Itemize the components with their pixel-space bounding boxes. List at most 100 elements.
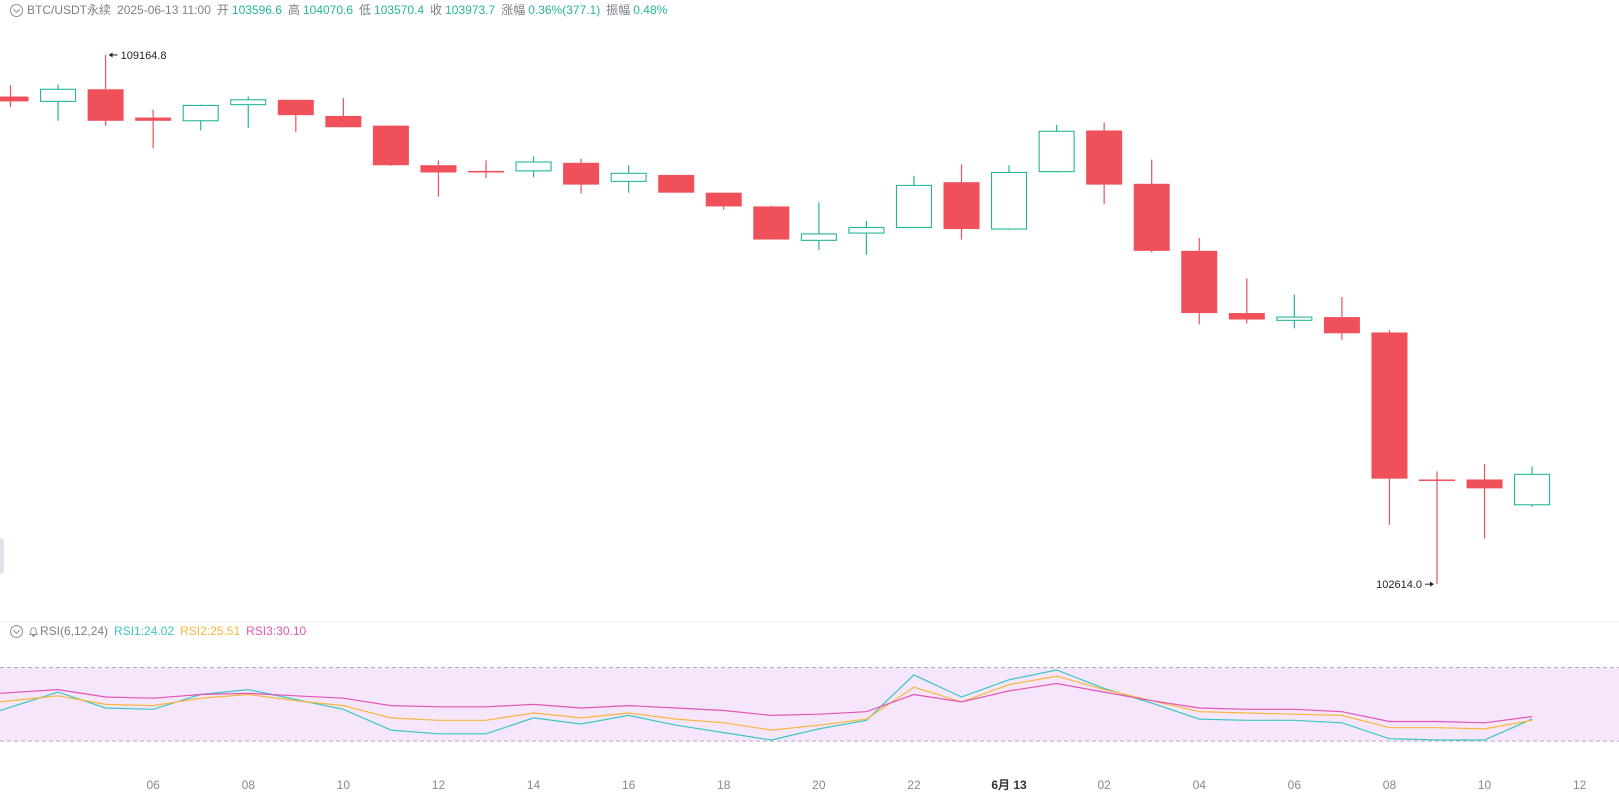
collapse-rsi-toggle-icon[interactable]: [10, 624, 23, 638]
candle-body: [800, 233, 837, 241]
candle-body: [325, 115, 362, 128]
candle[interactable]: [1038, 124, 1075, 173]
candle-body: [705, 192, 742, 207]
candle[interactable]: [420, 160, 457, 197]
extreme-price-label: 102614.0: [1376, 579, 1434, 591]
candle-body: [420, 165, 457, 173]
candle-body: [0, 96, 29, 102]
time-axis: 06 08 10 12 14 16 18 20 22 6月 13 02 04 06 08 10 12: [146, 778, 1586, 792]
candle-body: [1133, 183, 1170, 251]
candle[interactable]: [1514, 466, 1551, 507]
candle[interactable]: [1466, 464, 1503, 539]
rsi-indicator-name: RSI(6,12,24): [40, 624, 109, 638]
time-tick-label: 18: [717, 778, 731, 792]
candle-body: [610, 172, 647, 182]
candle[interactable]: [0, 85, 29, 108]
time-tick-label: 6月 13: [991, 778, 1027, 792]
candle[interactable]: [658, 174, 695, 193]
candle[interactable]: [182, 104, 219, 131]
close-value: 103973.7: [445, 3, 496, 17]
candle-body: [943, 182, 980, 230]
rsi-layer: [0, 621, 1619, 742]
low-label: 低: [359, 3, 372, 17]
rsi-line-rsi2: [0, 675, 1533, 731]
candle[interactable]: [325, 98, 362, 128]
collapse-main-toggle-icon[interactable]: [10, 3, 23, 17]
rsi-band: [0, 667, 1619, 742]
candle-body: [1419, 479, 1455, 481]
high-price-text: 109164.8: [121, 50, 167, 62]
time-tick-label: 12: [432, 778, 446, 792]
candle[interactable]: [39, 84, 77, 121]
candle[interactable]: [753, 205, 790, 240]
candle[interactable]: [87, 54, 124, 126]
candle[interactable]: [848, 220, 885, 255]
candle-body: [563, 162, 600, 185]
candle[interactable]: [1133, 159, 1170, 253]
rsi-line-rsi1: [0, 669, 1533, 741]
candle-datetime: 2025-06-13 11:00: [117, 3, 211, 17]
low-price-text: 102614.0: [1376, 579, 1422, 591]
candle[interactable]: [1181, 237, 1218, 325]
candle[interactable]: [1086, 122, 1123, 204]
rsi-line-rsi3: [0, 682, 1533, 724]
candle-body: [1371, 332, 1408, 479]
candle[interactable]: [1228, 278, 1265, 324]
time-tick-label: 08: [242, 778, 256, 792]
time-tick-label: 02: [1097, 778, 1111, 792]
time-tick-label: 14: [527, 778, 541, 792]
candlestick-layer: [0, 54, 1551, 585]
high-value: 104070.6: [302, 3, 354, 17]
rsi1-value: RSI1:24.02: [114, 624, 175, 638]
candle[interactable]: [277, 99, 314, 133]
candle-body: [87, 89, 124, 121]
candle[interactable]: [230, 96, 267, 129]
candle[interactable]: [800, 202, 837, 251]
candle-body: [230, 99, 267, 106]
candle-body: [753, 206, 790, 240]
candle-body: [1323, 317, 1360, 334]
candle-body: [990, 171, 1028, 230]
change-label: 涨幅: [501, 3, 526, 17]
time-tick-label: 06: [146, 778, 160, 792]
candle[interactable]: [1419, 471, 1455, 585]
candle[interactable]: [515, 156, 552, 178]
high-label: 高: [287, 3, 300, 17]
candle-body: [468, 170, 504, 173]
candle[interactable]: [943, 164, 980, 240]
candle-body: [182, 104, 219, 122]
time-tick-label: 22: [907, 778, 921, 792]
candle[interactable]: [1371, 330, 1408, 525]
candle[interactable]: [563, 158, 600, 194]
candle[interactable]: [610, 165, 647, 193]
candle[interactable]: [468, 160, 504, 179]
candle[interactable]: [1323, 296, 1360, 340]
candle[interactable]: [1276, 294, 1313, 329]
candle[interactable]: [990, 165, 1028, 230]
candle-body: [1181, 250, 1218, 314]
candle-body: [658, 174, 695, 193]
candle[interactable]: [372, 125, 409, 167]
time-tick-label: 06: [1288, 778, 1302, 792]
candle-body: [135, 117, 172, 121]
candle-body: [1276, 316, 1313, 321]
rsi-header: RSI(6,12,24) RSI1:24.02 RSI2:25.51 RSI3:…: [10, 623, 306, 639]
candle-body: [1038, 130, 1075, 173]
time-tick-label: 10: [1478, 778, 1492, 792]
candle[interactable]: [895, 175, 933, 228]
symbol-name: BTC/USDT永续: [27, 3, 112, 17]
rsi3-value: RSI3:30.10: [246, 624, 307, 638]
candle-body: [848, 226, 885, 234]
candle-body: [277, 99, 314, 116]
candle-body: [1086, 130, 1123, 185]
candle[interactable]: [135, 109, 172, 149]
ohlc-header: BTC/USDT永续 2025-06-13 11:00 开 103596.6 高…: [10, 2, 667, 18]
time-tick-label: 10: [337, 778, 351, 792]
candle[interactable]: [705, 192, 742, 210]
panel-resize-handle[interactable]: [0, 538, 4, 574]
time-tick-label: 20: [812, 778, 826, 792]
amplitude-label: 振幅: [606, 3, 631, 17]
low-value: 103570.4: [374, 3, 425, 17]
bell-icon[interactable]: [29, 626, 38, 637]
